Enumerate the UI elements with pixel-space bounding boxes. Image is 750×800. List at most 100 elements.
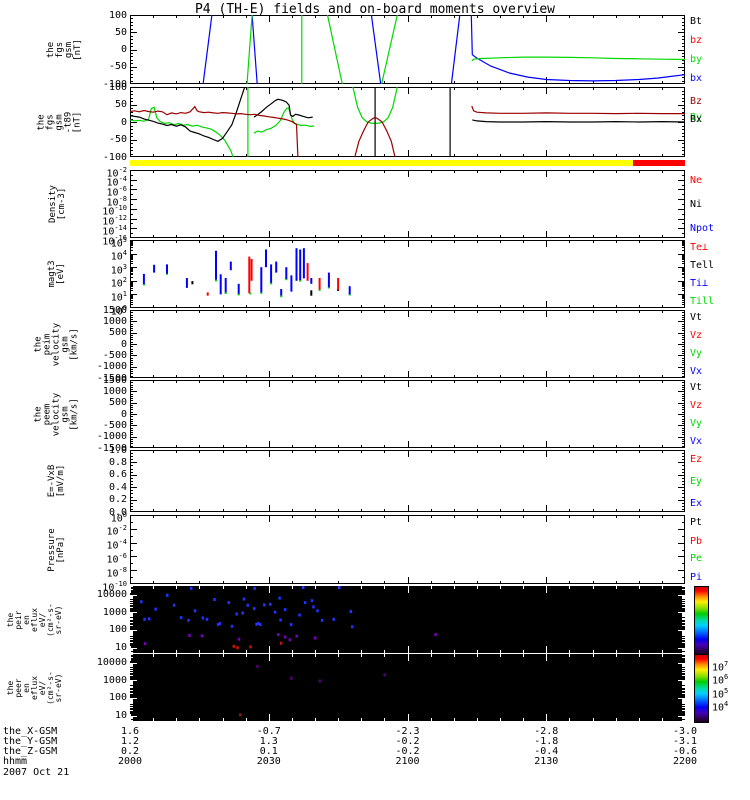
spectrogram-dot — [312, 605, 315, 609]
trace — [354, 116, 396, 157]
spectrogram-dot — [235, 612, 238, 616]
spectrogram-dot — [279, 618, 282, 622]
y-tick-label: 1000 — [102, 606, 127, 618]
y-tick-label: 10-8 — [106, 194, 127, 208]
y-tick-label: 1000 — [102, 385, 127, 397]
panel-pressure-plot — [130, 515, 685, 584]
spectrogram-dot — [259, 623, 262, 627]
legend-vx: Vx — [690, 366, 703, 378]
colorbar-tick-label: 106 — [712, 673, 729, 687]
spectrogram-dot — [241, 611, 244, 615]
xaxis-value: 1.2 — [120, 736, 140, 747]
spectrogram-dot — [289, 676, 293, 680]
trace — [246, 15, 253, 84]
spectrogram-dot — [383, 673, 386, 677]
xaxis-value: -3.1 — [672, 736, 698, 747]
xaxis-row-label: hhmm — [3, 756, 28, 767]
spectrogram-dot — [172, 603, 176, 607]
y-tick-label: 10000 — [96, 657, 127, 668]
spectrogram-dot — [302, 586, 305, 589]
y-tick-label: 0.8 — [108, 456, 127, 468]
date-label: 2007 Oct 21 — [3, 767, 70, 778]
spectrogram-dot — [295, 634, 298, 638]
quality-bar-good — [130, 160, 634, 166]
y-tick-label: 0.4 — [108, 481, 127, 493]
legend-pb: Pb — [690, 535, 703, 547]
spectrogram-dot — [193, 609, 197, 613]
y-tick-label: 0 — [120, 408, 127, 420]
y-tick-label: -100 — [102, 78, 127, 90]
spectrogram-dot — [279, 641, 283, 645]
legend-ni: Ni — [690, 199, 703, 210]
y-tick-label: 10000 — [96, 589, 127, 600]
y-tick-label: 104 — [110, 249, 127, 263]
trace — [370, 15, 382, 84]
spectrogram-dot — [148, 617, 151, 621]
colorbar-tick-label: 104 — [712, 700, 729, 714]
y-tick-label: 0.6 — [108, 469, 127, 481]
y-tick-label: 50 — [114, 26, 127, 38]
y-tick-label: 103 — [110, 262, 127, 277]
xaxis-value: -0.4 — [534, 746, 559, 757]
legend-vy: Vy — [690, 347, 703, 359]
y-tick-label: 100 — [110, 510, 127, 524]
xaxis-value: 1.6 — [120, 726, 140, 737]
y-tick-label: -1000 — [96, 361, 127, 373]
y-tick-label: 10-10 — [102, 204, 127, 218]
y-tick-label: 10-6 — [106, 551, 127, 566]
xaxis-value: -0.2 — [395, 736, 420, 747]
y-tick-label: -50 — [108, 61, 127, 73]
spectrogram-dot — [242, 597, 246, 601]
trace — [470, 15, 685, 82]
y-tick-label: 100 — [110, 303, 127, 317]
spectrogram-dot — [289, 623, 293, 627]
y-tick-label: 10 — [114, 710, 127, 722]
spectrogram-dot — [213, 598, 216, 601]
spectrogram-dot — [154, 607, 157, 611]
spectrogram-dot — [166, 593, 169, 597]
spectrogram-dot — [318, 679, 322, 683]
spectrogram-dot — [351, 625, 354, 629]
legend-by: by — [690, 54, 703, 66]
y-tick-label: 1500 — [102, 304, 127, 316]
xaxis-value: -0.7 — [256, 726, 281, 737]
spectrogram-dot — [298, 613, 301, 617]
legend-ti: Ti⊥ — [690, 277, 709, 289]
spectrogram-dot — [310, 599, 314, 603]
legend-vz: Vz — [690, 330, 703, 342]
panel-density-plot — [130, 170, 685, 238]
y-axis-label-fgs-gsm-t89: the fgs gsm -t89 [nT] — [37, 77, 83, 167]
legend-vx: Vx — [690, 436, 703, 448]
spectrogram-dot — [303, 601, 307, 605]
y-axis-label-line: [nT] — [72, 111, 83, 133]
spectrogram-dot — [257, 622, 260, 625]
y-tick-label: 0 — [120, 44, 127, 55]
legend-pt: Pt — [690, 516, 703, 528]
trace — [450, 15, 461, 84]
legend-pe: Pe — [690, 553, 703, 565]
colorbar-tick-label: 105 — [712, 686, 729, 701]
panel-fgs-gsm-t89-plot — [130, 87, 685, 157]
trace — [326, 15, 343, 84]
legend-bx: bx — [690, 73, 703, 85]
legend-ne: Ne — [690, 175, 703, 187]
spectrogram-dot — [230, 624, 234, 628]
spectrogram-dot — [216, 623, 220, 627]
trace — [472, 119, 685, 123]
spectrogram-dot — [314, 636, 317, 640]
legend-vy: Vy — [690, 417, 703, 429]
xaxis-row-label: the_X-GSM — [3, 726, 58, 737]
panel-peim-velocity-plot — [130, 310, 685, 378]
y-tick-label: 10-6 — [106, 184, 127, 199]
spectrogram-dot — [200, 634, 204, 638]
y-tick-label: 100 — [108, 624, 127, 636]
trace — [253, 107, 315, 134]
y-axis-label-line: sr-eV) — [54, 673, 63, 702]
y-tick-label: 101 — [110, 289, 127, 304]
panel-fgs-gsm-plot — [130, 15, 685, 84]
y-tick-label: 1000 — [102, 315, 127, 327]
spectrogram-dot — [256, 664, 259, 668]
trace — [130, 105, 299, 157]
y-tick-label: 10-14 — [102, 223, 127, 238]
